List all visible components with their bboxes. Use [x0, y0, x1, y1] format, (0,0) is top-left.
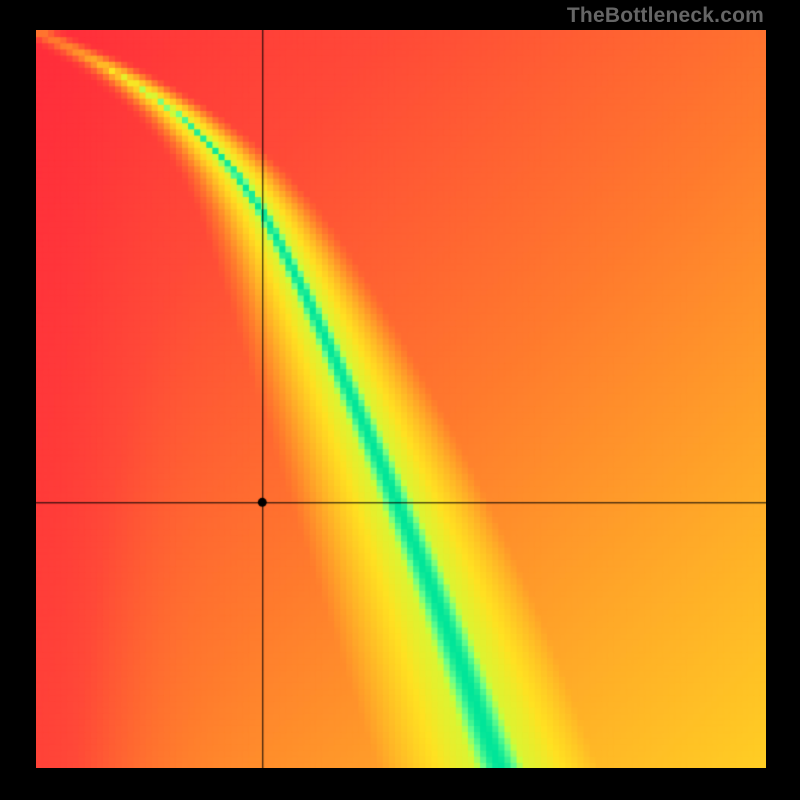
- chart-container: TheBottleneck.com: [0, 0, 800, 800]
- watermark-label: TheBottleneck.com: [567, 4, 764, 28]
- bottleneck-heatmap: [36, 30, 766, 768]
